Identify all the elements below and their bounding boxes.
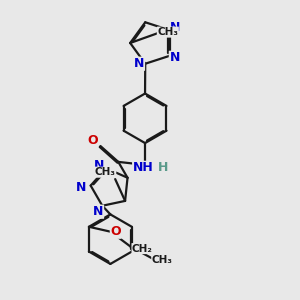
Text: CH₃: CH₃ bbox=[95, 167, 116, 177]
Text: N: N bbox=[169, 51, 180, 64]
Text: O: O bbox=[87, 134, 98, 147]
Text: H: H bbox=[158, 161, 168, 174]
Text: CH₃: CH₃ bbox=[152, 256, 173, 266]
Text: N: N bbox=[169, 21, 180, 34]
Text: O: O bbox=[110, 225, 121, 238]
Text: CH₃: CH₃ bbox=[157, 27, 178, 37]
Text: N: N bbox=[134, 57, 145, 70]
Text: N: N bbox=[93, 205, 103, 218]
Text: N: N bbox=[76, 181, 86, 194]
Text: CH₂: CH₂ bbox=[132, 244, 153, 254]
Text: NH: NH bbox=[133, 161, 153, 174]
Text: N: N bbox=[94, 159, 104, 172]
